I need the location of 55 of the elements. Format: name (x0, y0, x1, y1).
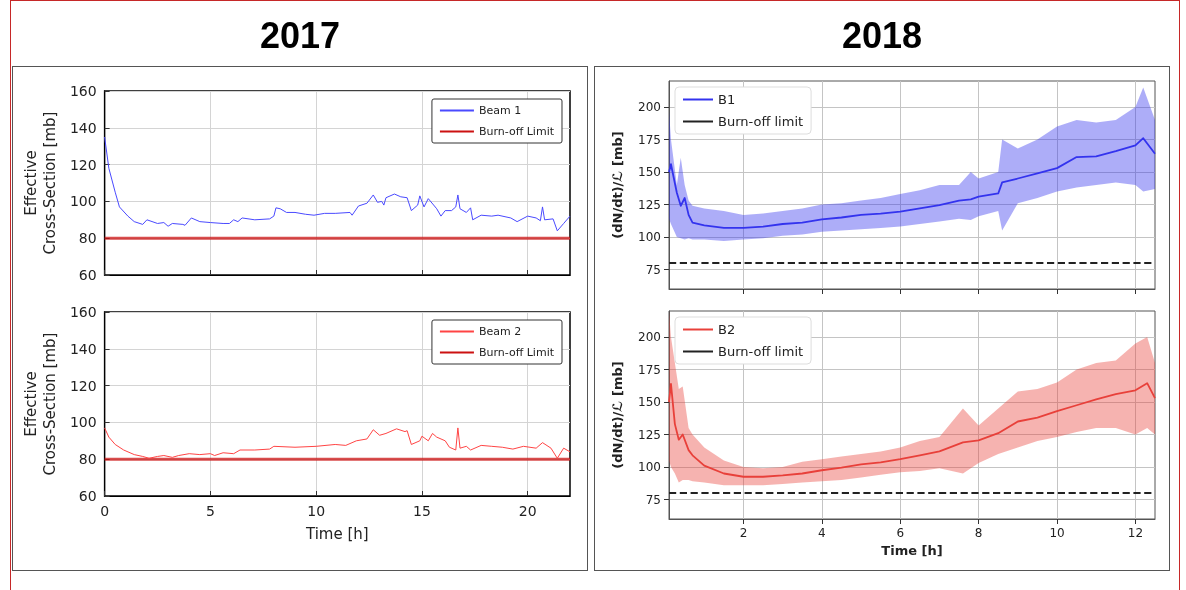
chart-title: 2017 (258, 14, 342, 58)
chart-title: 2018 (840, 14, 924, 58)
y-tick-label: 100 (69, 193, 97, 210)
line-series (668, 137, 1156, 229)
x-tick-label: 10 (307, 503, 326, 519)
legend-label: Burn-off Limit (478, 346, 555, 359)
y-tick-label: 60 (78, 488, 97, 504)
line-series (104, 136, 571, 232)
y-tick-label: 100 (69, 414, 97, 431)
y-tick-label: 140 (69, 119, 97, 136)
legend-label: Burn-off Limit (478, 125, 555, 138)
y-tick-label: 160 (69, 83, 97, 99)
y-tick-label: 75 (645, 262, 661, 277)
legend-label: Beam 1 (478, 104, 522, 117)
y-tick-label: 100 (638, 460, 661, 474)
y-axis-title: (dN/dt)/ℒ [mb] (610, 131, 625, 239)
legend-label: Burn-off limit (718, 344, 804, 359)
y-tick-label: 120 (69, 156, 97, 173)
legend-label: Beam 2 (478, 325, 522, 338)
y-tick-label: 60 (78, 267, 97, 283)
y-axis-title: Effective Cross-Section [mb] (21, 111, 59, 255)
y-axis-title: (dN/dt)/ℒ [mb] (610, 361, 625, 469)
y-tick-label: 125 (638, 197, 661, 212)
y-tick-label: 175 (638, 362, 661, 377)
y-tick-label: 200 (638, 330, 661, 344)
y-tick-label: 175 (638, 132, 661, 147)
line-series (104, 427, 571, 459)
y-tick-label: 80 (78, 451, 97, 468)
legend-label: B1 (718, 92, 736, 107)
y-tick-label: 125 (638, 427, 661, 442)
legend-label: Burn-off limit (718, 114, 804, 129)
x-tick-label: 15 (413, 503, 431, 519)
y-tick-label: 150 (638, 395, 661, 409)
y-tick-label: 200 (638, 100, 661, 114)
x-axis-title: Time [h] (304, 524, 369, 543)
x-tick-label: 2 (739, 526, 748, 540)
x-tick-label: 10 (1049, 526, 1065, 540)
y-tick-label: 75 (645, 492, 661, 507)
x-tick-label: 20 (518, 503, 537, 519)
legend-label: B2 (718, 322, 736, 337)
y-tick-label: 160 (69, 304, 97, 320)
x-tick-label: 12 (1127, 526, 1144, 540)
x-tick-label: 6 (896, 526, 905, 540)
x-tick-label: 4 (818, 526, 826, 540)
x-tick-label: 5 (205, 503, 215, 519)
y-tick-label: 80 (78, 230, 97, 247)
x-tick-label: 0 (100, 503, 110, 519)
y-tick-label: 150 (638, 165, 661, 179)
y-tick-label: 140 (69, 340, 97, 357)
y-axis-title: Effective Cross-Section [mb] (21, 332, 59, 476)
x-axis-title: Time [h] (881, 542, 943, 558)
y-tick-label: 100 (638, 230, 661, 244)
line-series (668, 382, 1156, 478)
y-tick-label: 120 (69, 377, 97, 394)
x-tick-label: 8 (974, 526, 983, 540)
